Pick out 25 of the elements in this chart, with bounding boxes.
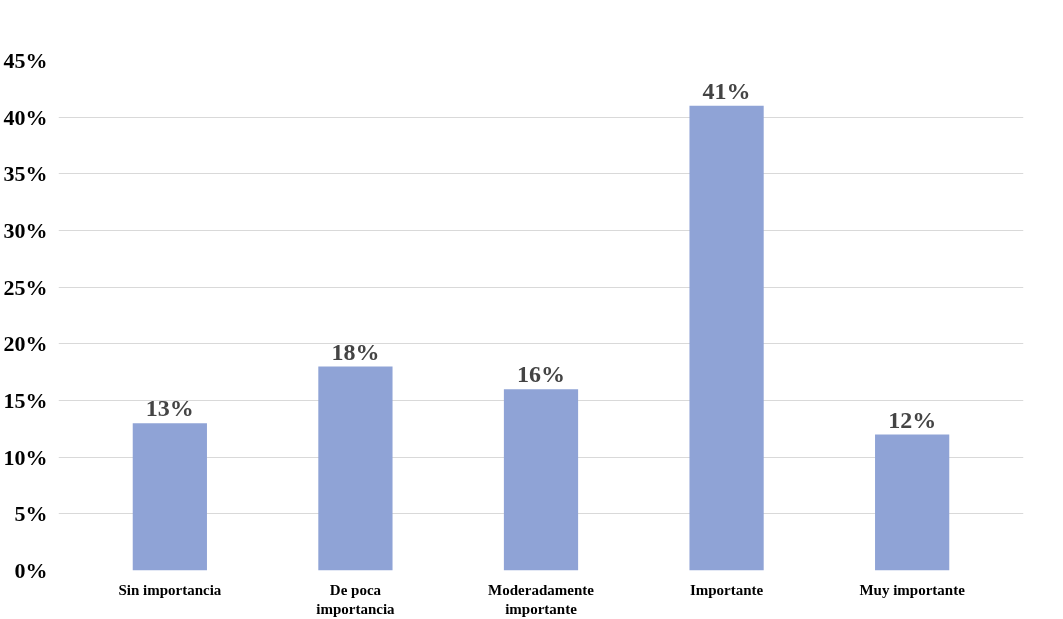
x-tick-label: Moderadamente importante	[488, 581, 595, 617]
y-tick-label: 0%	[14, 558, 48, 583]
y-tick-label: 40%	[3, 104, 48, 130]
x-tick-label: Sin importancia	[118, 581, 222, 598]
bar	[503, 389, 579, 571]
data-label: 16%	[517, 361, 565, 388]
y-tick-label: 35%	[3, 161, 48, 187]
data-label: 41%	[702, 77, 751, 104]
x-tick-label: Muy importante	[859, 581, 966, 598]
bar	[689, 105, 764, 571]
y-tick-label: 30%	[3, 218, 48, 243]
data-label: 13%	[145, 395, 194, 422]
y-tick-label: 15%	[3, 388, 48, 413]
x-tick-label: De poca importancia	[316, 581, 396, 617]
y-tick-label: 25%	[3, 274, 48, 300]
bar	[318, 366, 393, 571]
x-tick-label: Importante	[689, 581, 764, 598]
data-label: 18%	[331, 338, 380, 365]
y-tick-label: 10%	[3, 444, 48, 470]
y-tick-label: 5%	[14, 501, 48, 527]
data-label: 12%	[888, 406, 937, 433]
y-tick-label: 45%	[3, 48, 48, 73]
bar	[875, 434, 950, 571]
y-tick-label: 20%	[3, 331, 48, 357]
bar	[132, 423, 207, 571]
